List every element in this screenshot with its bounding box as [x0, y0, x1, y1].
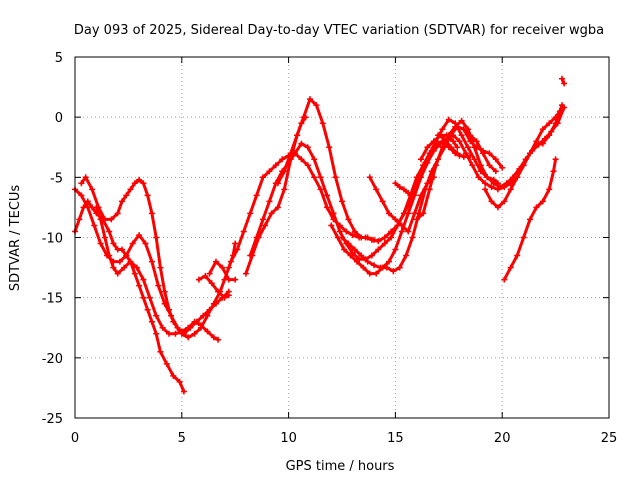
series-arc-11 [328, 102, 565, 277]
y-tick-label: 0 [55, 111, 63, 126]
series-arc-20 [501, 156, 559, 283]
series-markers [242, 96, 382, 277]
series-arc-6 [206, 258, 239, 283]
series-line [94, 205, 220, 342]
x-axis-label: GPS time / hours [286, 459, 395, 474]
y-tick-label: -25 [42, 412, 63, 427]
series-arc-21 [559, 75, 568, 87]
series-markers [559, 75, 568, 87]
x-tick-label: 15 [387, 431, 404, 446]
series-markers [72, 198, 187, 395]
series-line [415, 106, 566, 221]
series-arc-9 [242, 96, 382, 277]
series-markers [482, 108, 563, 211]
series-markers [274, 114, 309, 187]
x-tick-label: 0 [71, 431, 79, 446]
y-tick-label: -15 [42, 292, 63, 307]
series-arc-15 [413, 104, 568, 223]
series-line [244, 97, 380, 276]
series-arc-10 [274, 114, 309, 187]
series-line [276, 115, 308, 185]
series-markers [206, 258, 239, 283]
series-markers [328, 102, 565, 277]
series-line [73, 199, 186, 393]
series-group [72, 75, 568, 395]
series-line [502, 157, 558, 282]
series-markers [392, 180, 416, 199]
y-tick-label: 5 [55, 51, 63, 66]
series-arc-1 [72, 198, 187, 395]
series-markers [435, 132, 474, 160]
chart-title: Day 093 of 2025, Sidereal Day-to-day VTE… [74, 23, 604, 38]
x-tick-label: 5 [178, 431, 186, 446]
x-tick-label: 10 [280, 431, 297, 446]
x-tick-label: 25 [601, 431, 618, 446]
series-line [79, 175, 237, 339]
series-markers [195, 273, 232, 301]
series-line [329, 103, 564, 276]
axis-ticks: 0 5 10 15 20 25 -25 -20 -15 -10 -5 0 5 [42, 51, 618, 446]
series-markers [460, 126, 506, 171]
y-tick-label: -5 [50, 171, 63, 186]
y-tick-label: -10 [42, 232, 63, 247]
series-markers [366, 174, 437, 235]
y-tick-label: -20 [42, 352, 63, 367]
series-arc-18 [460, 126, 506, 171]
x-tick-label: 20 [494, 431, 511, 446]
series-arc-19 [482, 108, 563, 211]
y-axis-label: SDTVAR / TECUs [8, 185, 23, 292]
series-arc-5 [195, 273, 232, 301]
series-arc-17 [435, 132, 474, 160]
series-arc-13 [366, 174, 437, 235]
series-markers [501, 156, 559, 283]
series-arc-14 [392, 180, 416, 199]
series-markers [93, 204, 222, 343]
series-arc-4 [93, 204, 222, 343]
